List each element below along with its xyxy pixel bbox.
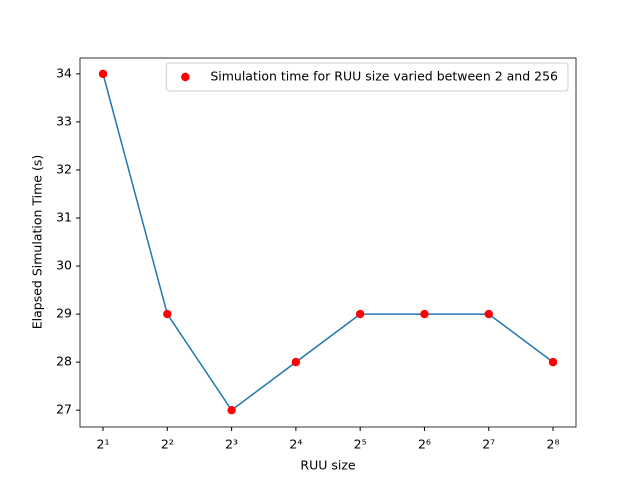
point: [98, 69, 108, 79]
point: [163, 309, 172, 319]
axes-frame: [79, 57, 577, 428]
point: [227, 405, 236, 415]
y-tick-label: 28: [56, 354, 72, 369]
y-tick-label: 32: [56, 161, 72, 176]
x-tick-label: 2⁸: [547, 437, 560, 452]
y-tick-label: 33: [56, 113, 72, 128]
x-tick-label: 2³: [225, 437, 238, 452]
legend-box: [165, 62, 569, 92]
point: [420, 309, 429, 319]
y-tick-label: 31: [56, 209, 72, 224]
line: [102, 73, 554, 412]
x-tick-label: 2²: [161, 437, 174, 452]
legend-label: Simulation time for RUU size varied betw…: [210, 69, 558, 84]
y-tick-label: 27: [56, 402, 72, 417]
x-tick-label: 2⁵: [354, 437, 367, 452]
point: [355, 309, 365, 319]
y-axis-label: Elapsed Simulation Time (s): [30, 155, 45, 329]
y-tick-label: 29: [56, 306, 72, 321]
x-axis-label: RUU size: [300, 458, 356, 473]
legend-marker: [181, 72, 190, 82]
point: [291, 357, 301, 367]
x-tick-label: 2⁴: [289, 437, 302, 452]
y-tick-label: 30: [56, 258, 72, 273]
x-tick-label: 2⁶: [418, 437, 431, 452]
x-tick-label: 2¹: [97, 437, 110, 452]
y-tick-label: 34: [56, 65, 72, 80]
x-tick-label: 2⁷: [482, 437, 495, 452]
point: [548, 357, 558, 367]
point: [484, 309, 493, 319]
